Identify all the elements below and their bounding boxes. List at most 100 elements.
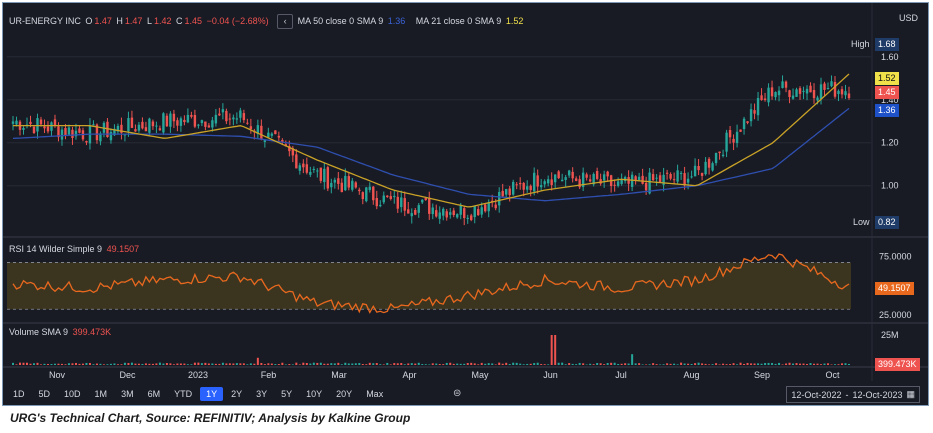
volume-bar <box>410 363 413 365</box>
volume-bar <box>764 363 767 365</box>
candle-body <box>333 179 337 183</box>
volume-legend: Volume SMA 9 399.473K <box>9 327 113 337</box>
volume-bar <box>211 363 214 365</box>
candle-body <box>823 83 826 90</box>
calendar-icon[interactable]: ▦ <box>906 389 915 399</box>
range-button-1d[interactable]: 1D <box>13 388 25 399</box>
candle-body <box>400 197 403 208</box>
volume-bar <box>148 363 151 365</box>
candle-body <box>337 178 340 184</box>
x-tick-label: May <box>471 370 489 380</box>
volume-bar <box>29 363 32 365</box>
range-button-6m[interactable]: 6M <box>147 388 161 399</box>
candle-body <box>760 95 763 101</box>
x-tick-label: Nov <box>49 370 66 380</box>
candle-body <box>840 89 844 95</box>
candle-body <box>281 140 284 142</box>
candle-body <box>414 210 417 215</box>
volume-bar <box>669 363 672 365</box>
range-button-5d[interactable]: 5D <box>38 388 51 399</box>
volume-bar <box>295 362 298 365</box>
candle-body <box>60 129 64 140</box>
date-range-selector[interactable]: 12-Oct-2022 - 12-Oct-2023 ▦ <box>786 386 920 403</box>
volume-bar <box>109 363 112 365</box>
compare-icon[interactable]: ⊜ <box>453 388 462 399</box>
volume-bar <box>599 363 602 365</box>
volume-bar <box>95 363 98 365</box>
candle-body <box>396 196 399 209</box>
candle-body <box>36 118 39 132</box>
candle-body <box>658 175 662 183</box>
range-button-max[interactable]: Max <box>366 388 384 399</box>
candle-body <box>78 128 81 133</box>
volume-bar <box>267 363 270 365</box>
volume-bar <box>564 364 567 365</box>
ma21-line <box>13 73 850 208</box>
candle-body <box>746 121 749 123</box>
volume-bar <box>722 363 725 365</box>
candle-body <box>676 170 679 182</box>
candle-body <box>242 113 246 121</box>
volume-bar <box>382 364 385 365</box>
volume-bar <box>606 362 609 365</box>
volume-bar <box>172 364 175 365</box>
volume-bar <box>130 362 133 365</box>
range-button-10d[interactable]: 10D <box>64 388 81 399</box>
range-button-5y[interactable]: 5Y <box>281 388 293 399</box>
range-button-2y[interactable]: 2Y <box>231 388 243 399</box>
volume-bar <box>617 363 620 365</box>
volume-bar <box>841 363 844 365</box>
volume-bar <box>673 363 676 365</box>
candle-body <box>393 195 396 198</box>
collapse-arrow-icon[interactable]: ‹ <box>277 14 294 29</box>
volume-bar <box>648 364 651 365</box>
volume-bar <box>200 363 203 365</box>
volume-bar <box>386 362 389 365</box>
ma50-tag: 1.36 <box>875 104 899 117</box>
candle-body <box>700 172 704 176</box>
candle-body <box>833 82 837 97</box>
range-button-3y[interactable]: 3Y <box>256 388 268 399</box>
rsi-legend: RSI 14 Wilder Simple 9 49.1507 <box>9 244 141 254</box>
x-tick-label: Apr <box>402 370 416 380</box>
range-button-1y[interactable]: 1Y <box>200 386 224 401</box>
candle-body <box>473 206 476 218</box>
range-button-10y[interactable]: 10Y <box>306 388 323 399</box>
candle-body <box>449 212 452 215</box>
rsi-tick-label: 75.0000 <box>879 252 912 262</box>
candle-body <box>193 115 197 127</box>
range-button-20y[interactable]: 20Y <box>336 388 353 399</box>
volume-bar <box>540 364 543 365</box>
candle-body <box>791 95 795 99</box>
volume-bar <box>778 362 781 365</box>
volume-bar <box>274 364 277 365</box>
candle-body <box>477 209 480 216</box>
volume-bar <box>645 364 648 365</box>
volume-bar <box>813 363 816 365</box>
candle-body <box>260 125 263 140</box>
candle-body <box>29 121 32 125</box>
volume-bar <box>302 362 305 365</box>
candle-body <box>525 186 529 190</box>
candle-body <box>200 120 204 124</box>
volume-bar <box>141 363 144 365</box>
candle-body <box>463 208 466 218</box>
currency-label: USD <box>898 13 918 23</box>
range-button-3m[interactable]: 3M <box>121 388 134 399</box>
volume-bar <box>337 362 340 365</box>
candle-body <box>389 196 392 199</box>
volume-bar <box>361 364 364 365</box>
volume-bar <box>312 362 315 365</box>
candle-body <box>599 179 602 184</box>
candle-body <box>456 214 459 218</box>
volume-bar <box>183 363 186 365</box>
volume-bar <box>414 363 417 365</box>
chart-canvas: 1.60 1.40 1.20 1.00 75.0000 25.0000 25M Nov Dec 2… <box>3 3 928 381</box>
x-tick-label: Jun <box>543 370 558 380</box>
range-button-1m[interactable]: 1M <box>94 388 108 399</box>
candle-body <box>151 121 155 127</box>
volume-bar <box>284 364 287 365</box>
volume-bar <box>165 363 168 365</box>
range-button-ytd[interactable]: YTD <box>174 388 193 399</box>
volume-bar <box>25 362 28 365</box>
